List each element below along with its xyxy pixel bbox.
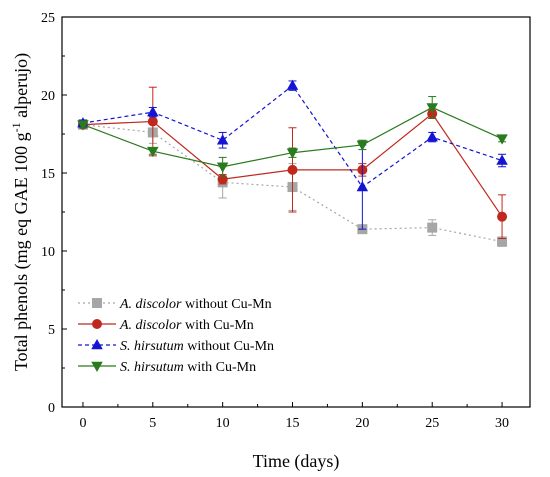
legend-label: A. discolor with Cu-Mn: [119, 318, 254, 333]
legend-label-species: A. discolor: [119, 297, 182, 312]
data-point: [147, 116, 158, 127]
legend-label-treatment: with Cu-Mn: [184, 360, 256, 375]
data-point: [497, 211, 508, 222]
data-point: [427, 222, 438, 233]
legend-label-treatment: without Cu-Mn: [181, 297, 271, 312]
y-axis-title-main: Total phenols (mg eq GAE 100 g: [11, 132, 32, 371]
y-tick-label: 20: [41, 89, 55, 104]
data-point: [287, 164, 298, 175]
tick-labels: 0 5 10 15 20 25 30 0 5 10 15 20 25: [41, 11, 509, 431]
data-point: [77, 120, 89, 131]
legend-marker: [91, 339, 103, 350]
legend-marker: [91, 361, 103, 372]
y-tick-label: 10: [41, 245, 55, 260]
legend-marker: [92, 298, 102, 308]
y-axis-title-superscript: -1: [9, 122, 23, 132]
legend-label-treatment: without Cu-Mn: [184, 339, 274, 354]
data-point: [496, 134, 508, 145]
series-3: [77, 96, 508, 177]
data-point: [356, 181, 369, 192]
x-axis-title: Time (days): [253, 451, 340, 472]
y-axis-title: Total phenols (mg eq GAE 100 g-1 alperuj…: [9, 53, 32, 371]
x-tick-label: 25: [425, 416, 439, 431]
legend-label-species: S. hirsutum: [120, 360, 184, 375]
data-point: [217, 174, 228, 185]
legend-label-species: A. discolor: [119, 318, 182, 333]
plot-frame: [61, 16, 531, 408]
x-tick-label: 30: [495, 416, 509, 431]
x-tick-label: 20: [355, 416, 369, 431]
y-tick-label: 15: [41, 167, 55, 182]
legend-label: S. hirsutum without Cu-Mn: [120, 339, 274, 354]
y-tick-label: 0: [48, 401, 55, 416]
legend-label-species: S. hirsutum: [120, 339, 184, 354]
data-point: [286, 79, 299, 90]
data-point: [426, 131, 438, 142]
data-point: [496, 154, 508, 165]
data-point: [426, 103, 438, 114]
legend-label: S. hirsutum with Cu-Mn: [120, 360, 256, 375]
y-tick-label: 25: [41, 11, 55, 26]
x-tick-label: 15: [286, 416, 300, 431]
x-tick-label: 5: [149, 416, 156, 431]
series-1: [77, 86, 508, 240]
data-point: [286, 148, 299, 159]
legend-label-treatment: with Cu-Mn: [181, 318, 253, 333]
legend-label: A. discolor without Cu-Mn: [119, 297, 272, 312]
data-point: [147, 146, 159, 158]
legend: A. discolor without Cu-MnA. discolor wit…: [78, 297, 274, 375]
legend-marker: [92, 319, 102, 329]
data-point: [216, 134, 229, 145]
data-point: [356, 140, 369, 151]
data-point: [216, 162, 229, 173]
plot-series: [77, 79, 508, 247]
data-point: [147, 106, 159, 117]
y-axis-title-tail: alperujo): [11, 53, 32, 122]
series-2: [77, 79, 508, 230]
x-tick-label: 10: [216, 416, 230, 431]
y-tick-label: 5: [48, 323, 55, 338]
x-tick-label: 0: [79, 416, 86, 431]
data-point: [497, 236, 508, 247]
